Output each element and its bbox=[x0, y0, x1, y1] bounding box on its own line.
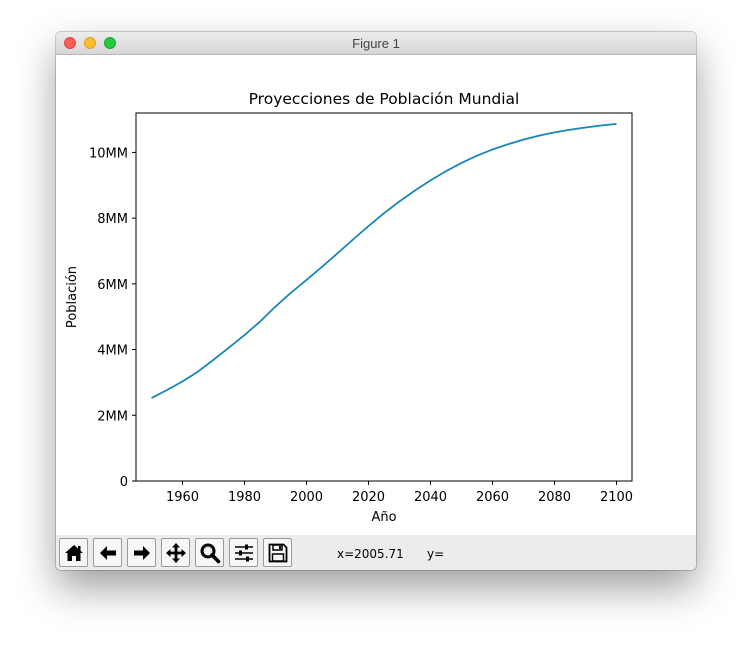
configure-subplots-button[interactable] bbox=[229, 538, 258, 567]
y-tick-label: 2MM bbox=[97, 409, 128, 424]
x-tick-label: 2100 bbox=[600, 490, 633, 505]
move-icon bbox=[165, 542, 186, 563]
window-title: Figure 1 bbox=[352, 36, 400, 51]
sliders-icon bbox=[234, 544, 253, 561]
home-button[interactable] bbox=[59, 538, 88, 567]
plot-area bbox=[135, 112, 633, 482]
save-button[interactable] bbox=[263, 538, 292, 567]
figure-window: Figure 1 1960 1980 2000 2020 2040 2060 2080 210… bbox=[56, 32, 696, 570]
population-series-line bbox=[151, 122, 617, 399]
y-tick-label: 6MM bbox=[97, 278, 128, 293]
home-icon bbox=[64, 544, 83, 561]
y-tick-label: 0 bbox=[120, 475, 128, 490]
minimize-window-button[interactable] bbox=[84, 37, 96, 49]
line-chart: 1960 1980 2000 2020 2040 2060 2080 2100 0 2MM 4MM 6… bbox=[65, 90, 633, 525]
forward-button[interactable] bbox=[127, 538, 156, 567]
x-tick-label: 2060 bbox=[476, 490, 509, 505]
zoom-button[interactable] bbox=[195, 538, 224, 567]
x-tick-label: 2000 bbox=[290, 490, 323, 505]
x-tick-label: 2040 bbox=[414, 490, 447, 505]
maximize-window-button[interactable] bbox=[104, 37, 116, 49]
chart-title: Proyecciones de Población Mundial bbox=[249, 90, 520, 108]
arrow-right-icon bbox=[133, 545, 150, 560]
y-tick-label: 8MM bbox=[97, 212, 128, 227]
x-tick-label: 1960 bbox=[166, 490, 199, 505]
navigation-toolbar: x=2005.71 y= bbox=[56, 535, 696, 570]
back-button[interactable] bbox=[93, 538, 122, 567]
y-tick-label: 4MM bbox=[97, 344, 128, 359]
y-tick-label: 10MM bbox=[89, 146, 128, 161]
title-bar: Figure 1 bbox=[56, 32, 696, 55]
y-axis-label: Población bbox=[65, 266, 80, 328]
figure-canvas[interactable]: 1960 1980 2000 2020 2040 2060 2080 2100 0 2MM 4MM 6… bbox=[56, 55, 696, 535]
x-coordinate-readout: x=2005.71 bbox=[337, 547, 404, 561]
floppy-disk-icon bbox=[268, 543, 287, 562]
x-axis-label: Año bbox=[371, 510, 396, 525]
x-tick-label: 2080 bbox=[538, 490, 571, 505]
magnifier-icon bbox=[200, 543, 220, 563]
y-coordinate-readout: y= bbox=[427, 547, 445, 561]
x-tick-label: 2020 bbox=[352, 490, 385, 505]
pan-button[interactable] bbox=[161, 538, 190, 567]
arrow-left-icon bbox=[99, 545, 116, 560]
x-tick-label: 1980 bbox=[228, 490, 261, 505]
close-window-button[interactable] bbox=[64, 37, 76, 49]
